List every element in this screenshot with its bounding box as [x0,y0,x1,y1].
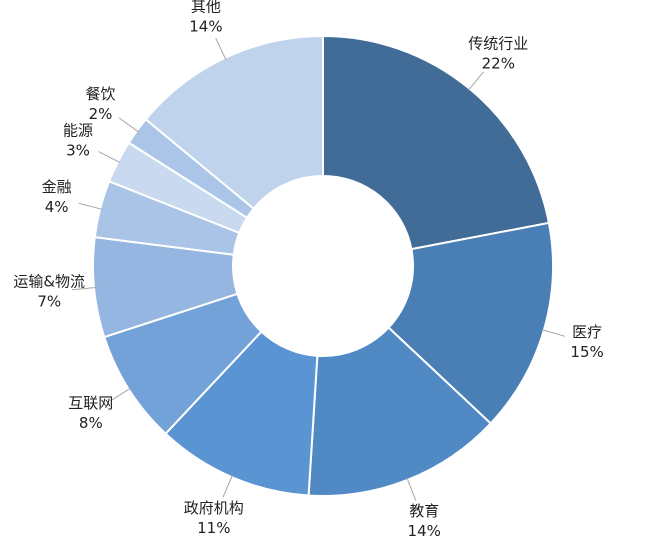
slice-value-label: 22% [482,55,515,73]
slice-value-label: 3% [66,142,90,160]
leader-line [541,329,566,337]
slice-label: 能源 [63,122,93,140]
leader-line [222,475,233,498]
leader-line [109,387,131,402]
slice-value-label: 2% [89,105,113,123]
leader-line [72,286,97,291]
slice-label: 其他 [191,0,221,16]
slice-value-label: 14% [408,522,441,540]
slice-value-label: 14% [189,18,222,36]
slice-label: 传统行业 [468,35,528,53]
donut-slice [164,330,319,497]
leader-line [467,71,485,91]
slice-label: 运输&物流 [13,272,85,290]
leader-line [215,37,227,60]
donut-slice [144,34,324,211]
slice-value-label: 11% [197,519,230,537]
slice-value-label: 8% [79,414,103,432]
donut-slice [322,34,551,251]
leader-line [78,202,103,210]
slice-value-label: 7% [37,292,61,310]
slice-label: 互联网 [68,394,113,412]
slice-label: 医疗 [572,323,602,341]
slice-label: 金融 [42,178,72,196]
slice-value-label: 15% [570,343,603,361]
slice-value-label: 4% [45,198,69,216]
slice-label: 政府机构 [184,499,244,517]
leader-line [118,117,139,133]
donut-slice [387,221,554,425]
leader-line [98,151,121,163]
slice-label: 教育 [409,502,439,520]
donut-slice [307,326,493,497]
slice-label: 餐饮 [86,85,116,103]
leader-line [406,477,417,501]
